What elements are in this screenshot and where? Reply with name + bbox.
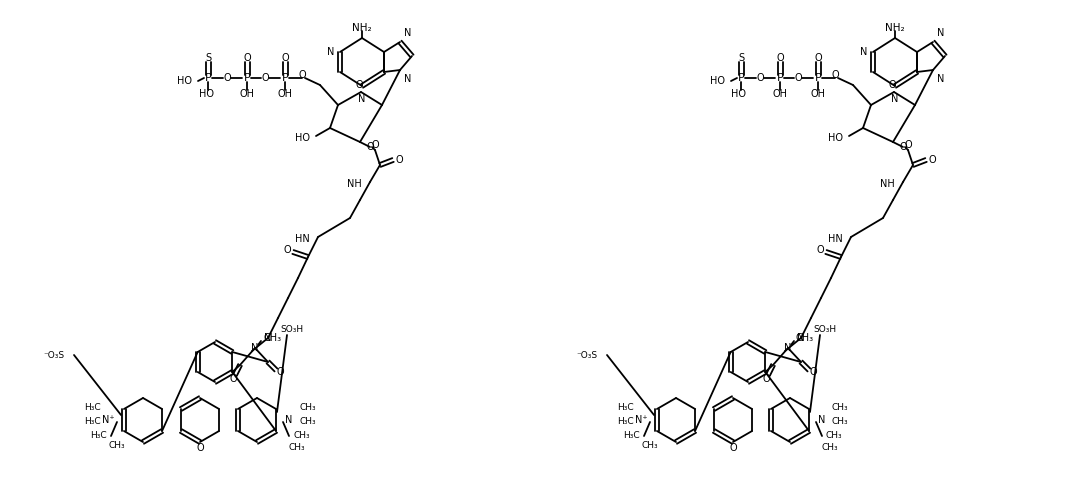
Text: N: N — [859, 47, 867, 57]
Text: P: P — [281, 73, 289, 83]
Text: CH₃: CH₃ — [642, 442, 658, 451]
Text: H₃C: H₃C — [84, 417, 101, 427]
Text: CH₃: CH₃ — [832, 403, 849, 413]
Text: O: O — [229, 374, 236, 384]
Text: HO: HO — [198, 89, 213, 99]
Text: CH₃: CH₃ — [293, 431, 310, 441]
Text: NH: NH — [881, 179, 895, 189]
Text: CH₃: CH₃ — [832, 417, 849, 427]
Text: N⁺: N⁺ — [102, 415, 115, 425]
Text: O: O — [395, 155, 403, 165]
Text: O: O — [814, 53, 822, 63]
Text: O: O — [283, 245, 291, 255]
Text: N: N — [937, 74, 945, 84]
Text: O: O — [888, 80, 896, 90]
Text: O: O — [372, 140, 379, 150]
Text: NH: NH — [347, 179, 362, 189]
Text: SO₃H: SO₃H — [814, 325, 837, 335]
Text: O: O — [276, 367, 283, 377]
Text: H₃C: H₃C — [618, 417, 634, 427]
Text: N: N — [784, 343, 791, 353]
Text: O: O — [794, 73, 802, 83]
Text: ⁻O₃S: ⁻O₃S — [44, 350, 65, 360]
Text: N: N — [285, 415, 293, 425]
Text: HO: HO — [732, 89, 747, 99]
Text: N: N — [891, 94, 899, 104]
Text: CH₃: CH₃ — [796, 333, 814, 343]
Text: NH₂: NH₂ — [353, 23, 372, 33]
Text: HO: HO — [828, 133, 843, 143]
Text: N: N — [798, 333, 805, 343]
Text: OH: OH — [772, 89, 787, 99]
Text: O: O — [261, 73, 268, 83]
Text: P: P — [204, 73, 211, 83]
Text: CH₃: CH₃ — [289, 443, 306, 453]
Text: N: N — [404, 28, 411, 38]
Text: H₃C: H₃C — [91, 431, 106, 441]
Text: CH₃: CH₃ — [826, 431, 842, 441]
Text: O: O — [366, 142, 374, 152]
Text: O: O — [763, 374, 770, 384]
Text: O: O — [356, 80, 363, 90]
Text: CH₃: CH₃ — [263, 333, 281, 343]
Text: HO: HO — [177, 76, 192, 86]
Text: OH: OH — [240, 89, 255, 99]
Text: S: S — [204, 53, 211, 63]
Text: P: P — [244, 73, 250, 83]
Text: CH₃: CH₃ — [299, 403, 315, 413]
Text: N⁺: N⁺ — [636, 415, 648, 425]
Text: O: O — [776, 53, 784, 63]
Text: ⁻O₃S: ⁻O₃S — [576, 350, 597, 360]
Text: CH₃: CH₃ — [299, 417, 315, 427]
Text: H₃C: H₃C — [623, 431, 640, 441]
Text: HN: HN — [829, 234, 843, 244]
Text: N: N — [404, 74, 411, 84]
Text: NH₂: NH₂ — [885, 23, 905, 33]
Text: HN: HN — [295, 234, 310, 244]
Text: H₃C: H₃C — [618, 403, 634, 413]
Text: O: O — [243, 53, 251, 63]
Text: N: N — [327, 47, 334, 57]
Text: O: O — [196, 443, 203, 453]
Text: SO₃H: SO₃H — [280, 325, 304, 335]
Text: CH₃: CH₃ — [822, 443, 838, 453]
Text: N: N — [937, 28, 945, 38]
Text: O: O — [756, 73, 764, 83]
Text: O: O — [831, 70, 839, 80]
Text: O: O — [899, 142, 906, 152]
Text: P: P — [738, 73, 744, 83]
Text: H₃C: H₃C — [84, 403, 101, 413]
Text: O: O — [730, 443, 737, 453]
Text: CH₃: CH₃ — [109, 442, 126, 451]
Text: O: O — [816, 245, 824, 255]
Text: HO: HO — [710, 76, 725, 86]
Text: O: O — [281, 53, 289, 63]
Text: S: S — [738, 53, 744, 63]
Text: N: N — [358, 94, 365, 104]
Text: HO: HO — [295, 133, 310, 143]
Text: O: O — [904, 140, 912, 150]
Text: N: N — [251, 343, 259, 353]
Text: OH: OH — [810, 89, 825, 99]
Text: O: O — [929, 155, 936, 165]
Text: P: P — [815, 73, 821, 83]
Text: N: N — [264, 333, 272, 343]
Text: P: P — [776, 73, 784, 83]
Text: N: N — [818, 415, 825, 425]
Text: OH: OH — [278, 89, 293, 99]
Text: O: O — [224, 73, 231, 83]
Text: O: O — [298, 70, 306, 80]
Text: O: O — [809, 367, 817, 377]
